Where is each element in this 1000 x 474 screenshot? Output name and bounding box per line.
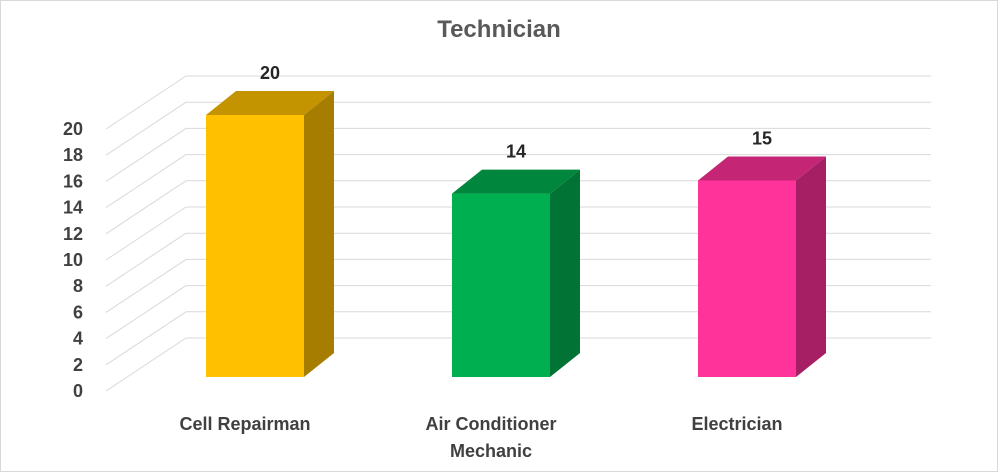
gridline-diagonal bbox=[105, 206, 187, 261]
gridline-diagonal bbox=[105, 285, 187, 340]
y-tick-label: 4 bbox=[73, 329, 83, 349]
bars: 20 14 15 bbox=[206, 63, 826, 377]
bar-side-face bbox=[550, 169, 580, 377]
bar-top-face bbox=[698, 156, 826, 181]
bar-front-face bbox=[206, 115, 304, 377]
chart-title: Technician bbox=[437, 16, 561, 43]
gridline-diagonal bbox=[105, 101, 187, 156]
bar bbox=[206, 91, 334, 377]
x-category-line: Air Conditioner bbox=[426, 414, 557, 434]
gridline-diagonal bbox=[105, 232, 187, 287]
y-tick-label: 18 bbox=[63, 145, 83, 165]
x-category-line: Mechanic bbox=[450, 441, 532, 461]
bar-side-face bbox=[304, 91, 334, 377]
y-tick-label: 10 bbox=[63, 250, 83, 270]
y-tick-label: 14 bbox=[63, 198, 83, 218]
y-tick-label: 20 bbox=[63, 119, 83, 139]
data-label: 14 bbox=[506, 142, 526, 162]
y-tick-label: 6 bbox=[73, 302, 83, 322]
gridline-diagonal bbox=[105, 154, 187, 209]
x-category-label: Air Conditioner Mechanic bbox=[426, 414, 557, 461]
y-tick-label: 2 bbox=[73, 355, 83, 375]
gridline-diagonal bbox=[105, 127, 187, 182]
gridline-diagonal bbox=[105, 311, 187, 366]
y-tick-label: 0 bbox=[73, 381, 83, 401]
data-label: 15 bbox=[752, 129, 772, 149]
data-label: 20 bbox=[260, 63, 280, 83]
bar-side-face bbox=[796, 156, 826, 377]
gridline-diagonal bbox=[105, 258, 187, 313]
gridline-diagonal bbox=[105, 337, 187, 392]
x-axis-categories: Cell Repairman Air Conditioner Mechanic Ele… bbox=[179, 414, 782, 461]
gridline-diagonal bbox=[105, 75, 187, 130]
y-tick-label: 12 bbox=[63, 224, 83, 244]
bar-front-face bbox=[698, 180, 796, 377]
x-category-line: Cell Repairman bbox=[179, 414, 310, 434]
y-tick-label: 8 bbox=[73, 276, 83, 296]
y-tick-label: 16 bbox=[63, 171, 83, 191]
x-category-label: Electrician bbox=[691, 414, 782, 434]
x-category-label: Cell Repairman bbox=[179, 414, 310, 434]
gridline-diagonal bbox=[105, 180, 187, 235]
bar bbox=[698, 156, 826, 377]
bar-front-face bbox=[452, 193, 550, 377]
x-category-line: Electrician bbox=[691, 414, 782, 434]
bar-top-face bbox=[452, 169, 580, 194]
bar bbox=[452, 169, 580, 377]
bar-top-face bbox=[206, 91, 334, 115]
y-axis-ticks: 0 2 4 6 8 10 12 14 16 18 20 bbox=[63, 119, 83, 401]
